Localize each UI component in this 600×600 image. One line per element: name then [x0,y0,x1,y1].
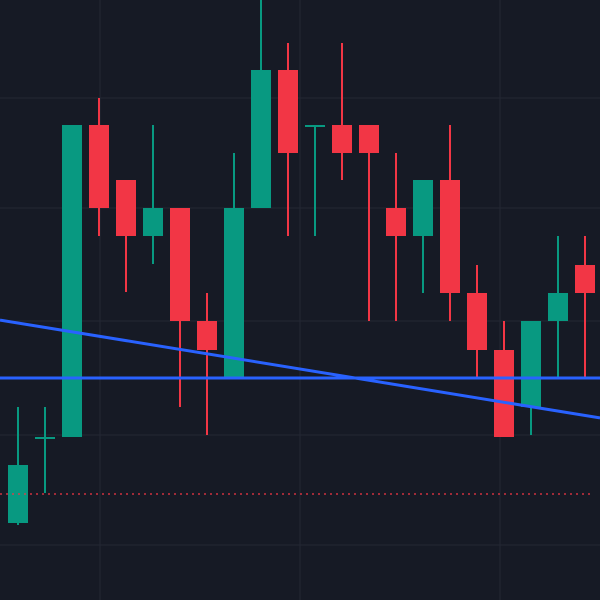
candle-body [467,293,487,350]
candle-body [305,125,325,127]
candle-body [440,180,460,293]
candle-body [62,125,82,437]
candle-body [197,321,217,350]
candle-body [548,293,568,321]
candle-body [521,321,541,407]
candle-body [35,437,55,439]
candle-body [116,180,136,236]
candle-body [359,125,379,153]
candle-body [413,180,433,236]
trend-line [0,318,600,420]
candle-body [89,125,109,208]
candle-body [332,125,352,153]
candle-body [224,208,244,378]
candle-body [575,265,595,293]
candle-body [278,70,298,153]
candle-body [251,70,271,208]
candle-body [170,208,190,321]
candle-body [494,350,514,437]
candle-body [386,208,406,236]
candle-body [143,208,163,236]
